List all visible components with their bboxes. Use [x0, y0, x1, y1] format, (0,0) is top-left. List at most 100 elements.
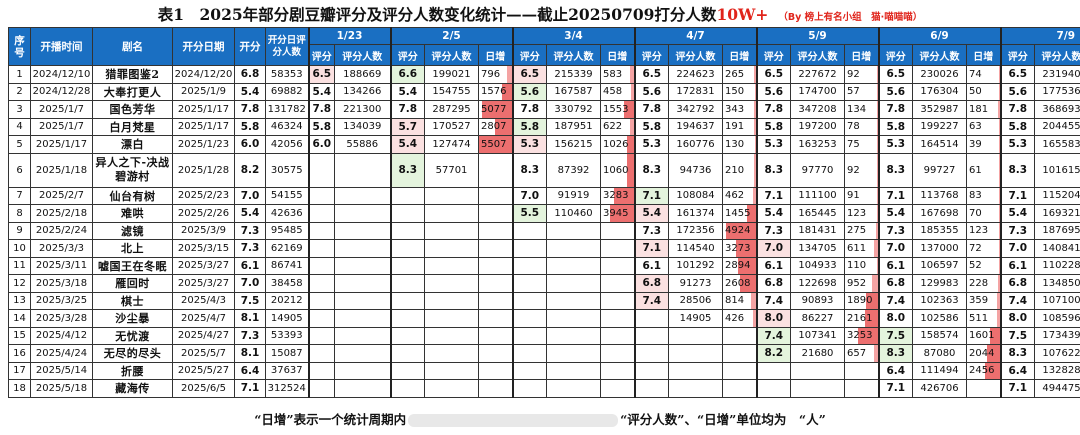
cell-score: 7.1 [999, 379, 1036, 398]
cell-daily-increase [600, 344, 636, 363]
table-row: 8 2025/2/18 难哄 2025/2/26 5.4 42636 5.5 110460 39… [8, 204, 1080, 223]
cell-open-date: 2025/1/17 [172, 117, 235, 136]
cell-daily-increase: 83 [966, 186, 1002, 205]
cell-drama-name: 折腰 [92, 361, 173, 380]
cell-score: 5.4 [307, 82, 335, 101]
increase-value: 91 [847, 190, 860, 202]
cell-score: 5.8 [755, 117, 792, 136]
cell-count [546, 221, 602, 240]
cell-daily-increase: 92 [844, 65, 880, 84]
cell-score: 7.3 [633, 221, 670, 240]
cell-daily-increase: 63 [966, 117, 1002, 136]
cell-score: 7.1 [999, 186, 1036, 205]
cell-daily-increase: 52 [966, 256, 1002, 275]
cell-score: 5.3 [877, 135, 914, 154]
cell-daily-increase: 70 [966, 204, 1002, 223]
cell-count [424, 221, 480, 240]
cell-score: 7.1 [877, 186, 914, 205]
cell-open-date: 2025/5/7 [172, 344, 235, 363]
increase-bar [866, 292, 878, 309]
cell-start-date: 2025/3/18 [30, 274, 93, 293]
increase-value: 130 [725, 138, 745, 150]
cell-count [333, 379, 392, 398]
cell-daily-increase: 265 [722, 65, 758, 84]
cell-count: 114540 [668, 239, 724, 258]
cell-score [389, 239, 426, 258]
cell-daily-increase [844, 361, 880, 380]
cell-score: 8.2 [755, 344, 792, 363]
cell-open-score: 7.3 [234, 326, 266, 345]
cell-score [633, 309, 670, 328]
cell-count: 90893 [790, 291, 846, 310]
cell-count: 122698 [790, 274, 846, 293]
increase-value: 359 [969, 295, 989, 307]
increase-bar [746, 205, 756, 222]
cell-daily-increase: 2608 [722, 274, 758, 293]
table-row: 16 2025/4/24 无尽的尽头 2025/5/7 8.1 15087 8.2 21680… [8, 344, 1080, 363]
cell-score: 7.4 [755, 326, 792, 345]
cell-drama-name: 无忧渡 [92, 326, 173, 345]
cell-count: 221300 [333, 100, 392, 119]
increase-bar [873, 345, 878, 362]
cell-start-date: 2025/1/18 [30, 152, 93, 188]
cell-seq: 9 [8, 221, 31, 240]
cell-open-score: 8.2 [234, 152, 266, 188]
cell-open-count: 131782 [265, 100, 309, 119]
table-row: 10 2025/3/3 北上 2025/3/15 7.3 62169 7.1 114540 32… [8, 239, 1080, 258]
cell-drama-name: 沙尘暴 [92, 309, 173, 328]
cell-score: 5.8 [633, 117, 670, 136]
increase-bar [630, 83, 634, 100]
cell-count [333, 204, 392, 223]
cell-seq: 12 [8, 274, 31, 293]
cell-count: 113768 [912, 186, 968, 205]
increase-bar [876, 66, 878, 83]
cell-open-date: 2025/3/9 [172, 221, 235, 240]
title-main: 表1 2025年部分剧豆瓣评分及评分人数变化统计——截止20250709打分人数 [157, 5, 717, 24]
cell-open-score: 8.1 [234, 344, 266, 363]
cell-daily-increase: 622 [600, 117, 636, 136]
cell-score: 6.5 [633, 65, 670, 84]
increase-value: 2807 [481, 121, 507, 133]
cell-score [307, 221, 335, 240]
cell-score: 7.8 [511, 100, 548, 119]
rating-table: 序号 开播时间 剧名 开分日期 开分 开分日评分人数 1/23 2/5 3/4 4/7… [8, 27, 1080, 398]
cell-count: 158574 [912, 326, 968, 345]
increase-bar [754, 83, 756, 100]
increase-value: 52 [969, 260, 982, 272]
cell-open-date: 2024/12/20 [172, 65, 235, 84]
header-inc: 日增 [966, 44, 1002, 66]
cell-count: 187951 [546, 117, 602, 136]
cell-score: 5.5 [511, 204, 548, 223]
cell-count [424, 239, 480, 258]
header-inc: 日增 [478, 44, 514, 66]
cell-count [668, 361, 724, 380]
cell-daily-increase: 359 [966, 291, 1002, 310]
increase-bar [610, 205, 634, 222]
cell-count: 110228 [1034, 256, 1080, 275]
cell-daily-increase: 1890 [844, 291, 880, 310]
cell-score [389, 309, 426, 328]
cell-count: 199021 [424, 65, 480, 84]
cell-count [546, 379, 602, 398]
cell-daily-increase: 1601 [966, 326, 1002, 345]
cell-score [389, 344, 426, 363]
table-row: 9 2025/2/24 滤镜 2025/3/9 7.3 95485 7.3 172356 492… [8, 221, 1080, 240]
header-name: 剧名 [92, 27, 173, 66]
header-score: 评分 [633, 44, 670, 66]
cell-count [546, 274, 602, 293]
cell-count: 187695 [1034, 221, 1080, 240]
cell-drama-name: 嘘国王在冬眠 [92, 256, 173, 275]
cell-drama-name: 漂白 [92, 135, 173, 154]
increase-value: 75 [847, 138, 860, 150]
cell-score: 5.3 [633, 135, 670, 154]
cell-count: 87392 [546, 152, 602, 188]
cell-count: 156215 [546, 135, 602, 154]
header-score: 评分 [999, 44, 1036, 66]
increase-bar [627, 136, 634, 153]
increase-bar [624, 101, 634, 118]
cell-daily-increase: 150 [722, 82, 758, 101]
header-period: 4/7 [633, 27, 758, 45]
cell-score: 6.1 [633, 256, 670, 275]
cell-count: 97770 [790, 152, 846, 188]
cell-count [790, 379, 846, 398]
